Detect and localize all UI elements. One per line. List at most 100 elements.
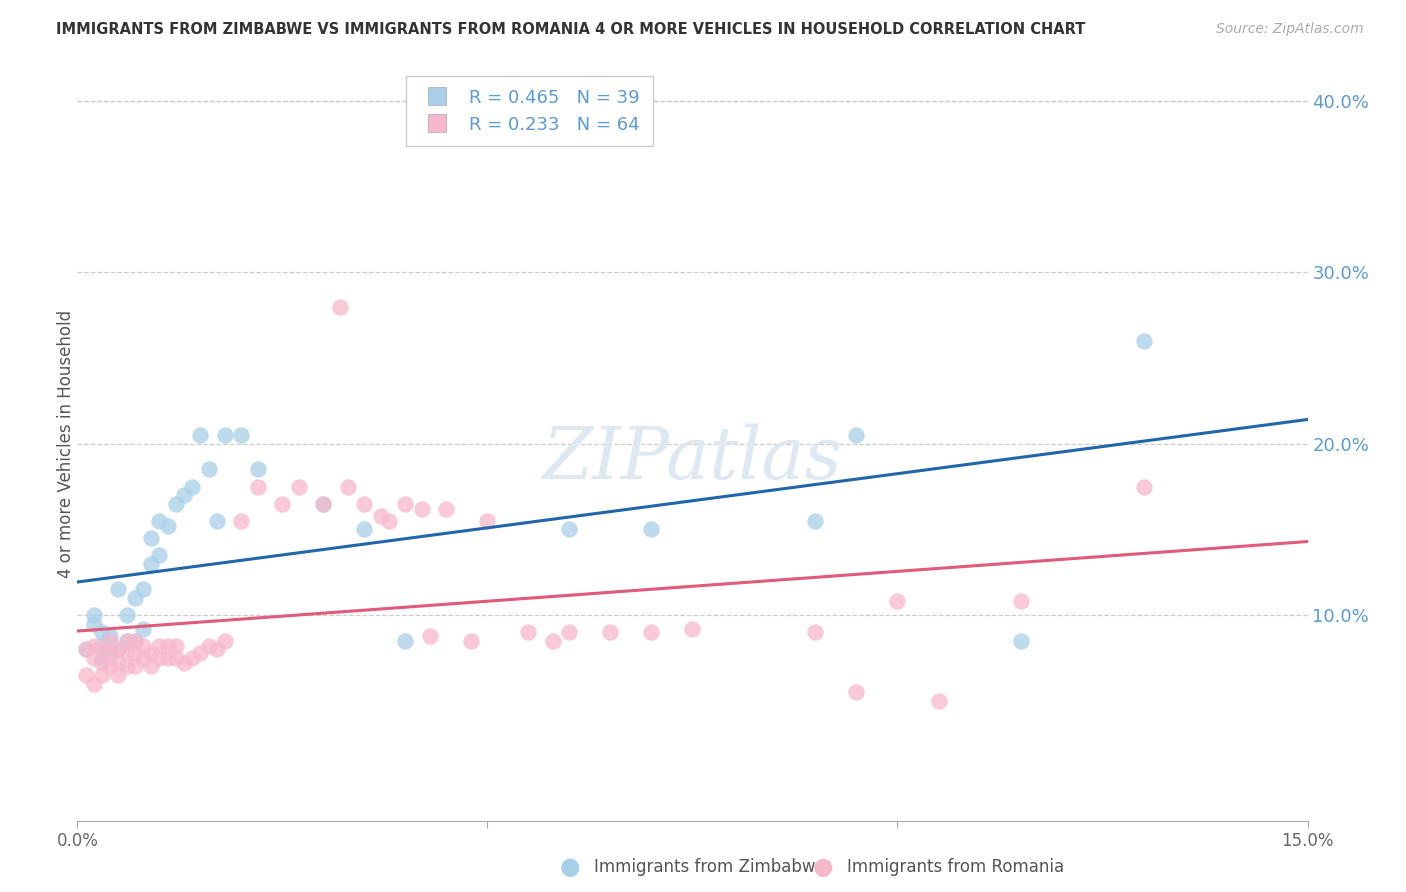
Point	[353, 523, 375, 537]
Point	[231, 428, 253, 442]
Point	[75, 642, 97, 657]
Point	[1132, 334, 1154, 348]
Point	[124, 633, 146, 648]
Point	[148, 548, 170, 562]
Point	[640, 625, 662, 640]
Point	[90, 625, 114, 640]
Point	[115, 608, 138, 623]
Point	[640, 523, 662, 537]
Point	[188, 428, 212, 442]
Point	[599, 625, 621, 640]
Point	[148, 639, 170, 653]
Point	[477, 514, 499, 528]
Point	[436, 501, 458, 516]
Point	[141, 557, 163, 571]
Point	[271, 497, 294, 511]
Point	[132, 582, 155, 597]
Point	[197, 639, 219, 653]
Text: ●: ●	[813, 855, 832, 879]
Point	[90, 656, 114, 670]
Point	[90, 639, 114, 653]
Point	[928, 694, 950, 708]
Point	[156, 519, 179, 533]
Point	[205, 514, 228, 528]
Point	[75, 668, 97, 682]
Text: ZIPatlas: ZIPatlas	[543, 424, 842, 494]
Point	[394, 633, 416, 648]
Point	[682, 622, 704, 636]
Point	[188, 646, 212, 660]
Point	[124, 591, 146, 605]
Point	[124, 659, 146, 673]
Text: Immigrants from Zimbabwe: Immigrants from Zimbabwe	[593, 858, 825, 876]
Point	[156, 639, 179, 653]
Point	[98, 646, 121, 660]
Text: IMMIGRANTS FROM ZIMBABWE VS IMMIGRANTS FROM ROMANIA 4 OR MORE VEHICLES IN HOUSEH: IMMIGRANTS FROM ZIMBABWE VS IMMIGRANTS F…	[56, 22, 1085, 37]
Point	[181, 480, 204, 494]
Point	[115, 646, 138, 660]
Point	[141, 659, 163, 673]
Point	[98, 659, 121, 673]
Text: ●: ●	[560, 855, 581, 879]
Point	[98, 633, 121, 648]
Point	[329, 300, 352, 314]
Point	[1010, 633, 1032, 648]
Point	[886, 594, 908, 608]
Point	[312, 497, 335, 511]
Point	[141, 531, 163, 545]
Point	[148, 514, 170, 528]
Point	[558, 523, 581, 537]
Point	[246, 480, 269, 494]
Point	[132, 651, 155, 665]
Point	[148, 651, 170, 665]
Point	[173, 656, 195, 670]
Point	[353, 497, 375, 511]
Point	[90, 642, 114, 657]
Point	[419, 629, 441, 643]
Point	[460, 633, 482, 648]
Text: Source: ZipAtlas.com: Source: ZipAtlas.com	[1216, 22, 1364, 37]
Point	[804, 514, 827, 528]
Point	[107, 582, 129, 597]
Point	[231, 514, 253, 528]
Point	[83, 608, 105, 623]
Point	[107, 656, 129, 670]
Point	[115, 633, 138, 648]
Point	[1010, 594, 1032, 608]
Point	[541, 633, 564, 648]
Legend: R = 0.465   N = 39, R = 0.233   N = 64: R = 0.465 N = 39, R = 0.233 N = 64	[406, 76, 652, 146]
Point	[107, 668, 129, 682]
Point	[165, 497, 187, 511]
Point	[517, 625, 540, 640]
Point	[83, 676, 105, 690]
Text: Immigrants from Romania: Immigrants from Romania	[846, 858, 1064, 876]
Point	[197, 462, 219, 476]
Point	[845, 428, 868, 442]
Point	[370, 508, 392, 523]
Point	[337, 480, 360, 494]
Point	[246, 462, 269, 476]
Point	[845, 685, 868, 699]
Point	[288, 480, 311, 494]
Point	[804, 625, 827, 640]
Point	[378, 514, 401, 528]
Point	[173, 488, 195, 502]
Point	[83, 639, 105, 653]
Point	[411, 501, 433, 516]
Point	[312, 497, 335, 511]
Point	[132, 622, 155, 636]
Point	[165, 639, 187, 653]
Point	[83, 616, 105, 631]
Point	[205, 642, 228, 657]
Point	[75, 642, 97, 657]
Point	[214, 633, 236, 648]
Point	[115, 633, 138, 648]
Point	[124, 646, 146, 660]
Point	[156, 651, 179, 665]
Point	[107, 642, 129, 657]
Y-axis label: 4 or more Vehicles in Household: 4 or more Vehicles in Household	[58, 310, 75, 578]
Point	[124, 633, 146, 648]
Point	[141, 646, 163, 660]
Point	[115, 659, 138, 673]
Point	[181, 651, 204, 665]
